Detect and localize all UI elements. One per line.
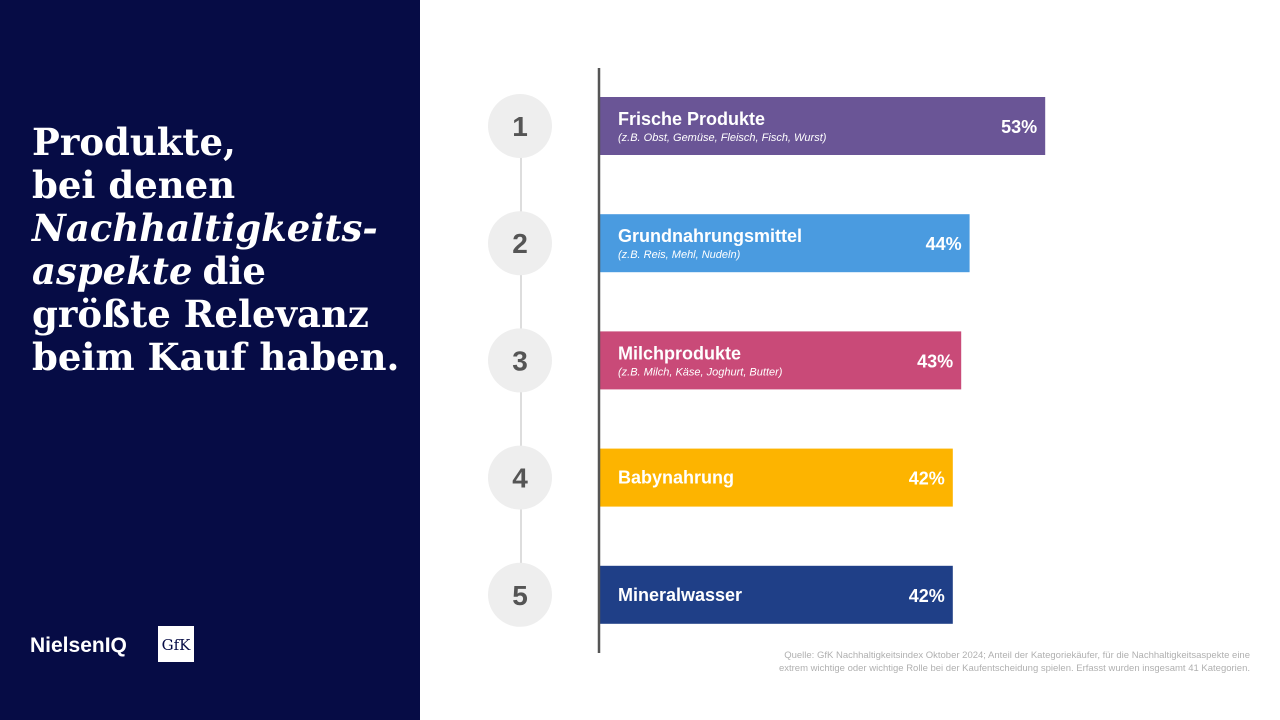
rank-circle bbox=[488, 328, 552, 393]
value-label: 53% bbox=[1001, 117, 1037, 137]
category-label: Milchprodukte bbox=[618, 343, 741, 363]
title-segment: aspekte bbox=[32, 249, 192, 293]
rank-circle bbox=[488, 562, 552, 627]
source: Quelle: GfK Nachhaltigkeitsindex Oktober… bbox=[784, 650, 1250, 661]
title-segment: Produkte, bbox=[32, 120, 236, 164]
title-line: aspekte die bbox=[32, 249, 266, 293]
category-label: Frische Produkte bbox=[618, 109, 765, 129]
value-label: 42% bbox=[909, 469, 945, 489]
bar bbox=[600, 448, 953, 507]
bar bbox=[600, 331, 962, 390]
rank: 3 bbox=[512, 345, 528, 376]
title-segment: Nachhaltigkeits- bbox=[31, 206, 378, 250]
category-sublabel: (z.B. Milch, Käse, Joghurt, Butter) bbox=[618, 366, 783, 378]
title-line: beim Kauf haben. bbox=[32, 335, 399, 379]
rank: 5 bbox=[512, 580, 528, 611]
logo-gfk: GfK bbox=[162, 636, 192, 654]
value-label: 43% bbox=[917, 351, 953, 371]
title-line: Produkte, bbox=[32, 120, 236, 164]
logo-nielseniq: NielsenIQ bbox=[30, 634, 127, 657]
title-segment: die bbox=[202, 249, 265, 293]
side-panel bbox=[0, 0, 420, 720]
title-line: Nachhaltigkeits- bbox=[31, 206, 378, 250]
category-label: Babynahrung bbox=[618, 468, 734, 488]
rank-circle bbox=[488, 211, 552, 276]
rank: 2 bbox=[512, 228, 528, 259]
value-label: 42% bbox=[909, 586, 945, 606]
title-segment: beim Kauf haben. bbox=[32, 335, 399, 379]
rank-circle bbox=[488, 94, 552, 158]
title-line: bei denen bbox=[32, 163, 235, 207]
rank: 1 bbox=[512, 111, 528, 142]
source: extrem wichtige oder wichtige Rolle bei … bbox=[779, 663, 1250, 674]
value-label: 44% bbox=[926, 234, 962, 254]
bar bbox=[600, 97, 1046, 155]
logo-box bbox=[158, 626, 194, 662]
category-label: Grundnahrungsmittel bbox=[618, 226, 802, 246]
rank: 4 bbox=[512, 463, 528, 494]
rank-circle bbox=[488, 445, 552, 510]
title-segment: größte Relevanz bbox=[32, 292, 369, 336]
category-sublabel: (z.B. Reis, Mehl, Nudeln) bbox=[618, 249, 741, 261]
title-segment: bei denen bbox=[32, 163, 235, 207]
bar bbox=[600, 214, 970, 273]
title-line: größte Relevanz bbox=[32, 292, 369, 336]
category-label: Mineralwasser bbox=[618, 585, 742, 605]
category-sublabel: (z.B. Obst, Gemüse, Fleisch, Fisch, Wurs… bbox=[618, 132, 827, 144]
bar bbox=[600, 565, 953, 624]
